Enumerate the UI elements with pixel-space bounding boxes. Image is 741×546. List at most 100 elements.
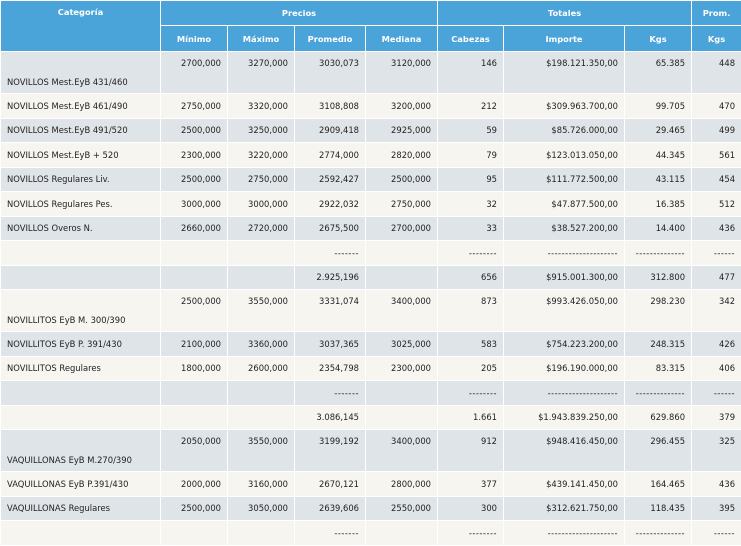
- header-cabezas: Cabezas: [438, 26, 504, 52]
- cell-prom-kgs: 342: [692, 290, 741, 332]
- header-promedio: Promedio: [295, 26, 366, 52]
- cell-minimo: 1800,000: [161, 356, 228, 381]
- cell-prom-kgs: 512: [692, 192, 741, 217]
- cell-prom-kgs: 395: [692, 496, 741, 521]
- cell-cabezas: 377: [438, 472, 504, 497]
- cell-promedio: 3199,192: [295, 430, 366, 472]
- cell-categoria: NOVILLOS Mest.EyB 431/460: [1, 52, 161, 94]
- cell-maximo: [228, 405, 295, 430]
- cell-maximo: 3160,000: [228, 472, 295, 497]
- table-row: ----------------------------------------…: [1, 241, 741, 266]
- cell-kgs: 14.400: [625, 216, 692, 241]
- header-row-groups: Categoría Precios Totales Prom.: [1, 1, 741, 26]
- cell-mediana: 2550,000: [366, 496, 438, 521]
- cell-kgs: 296.455: [625, 430, 692, 472]
- header-categoria: Categoría: [1, 1, 161, 52]
- cell-mediana: 2300,000: [366, 356, 438, 381]
- cell-minimo: 2500,000: [161, 167, 228, 192]
- cell-kgs: 164.465: [625, 472, 692, 497]
- cell-maximo: [228, 265, 295, 290]
- cell-maximo: 3000,000: [228, 192, 295, 217]
- cell-minimo: [161, 405, 228, 430]
- cell-mediana: 3400,000: [366, 290, 438, 332]
- cell-cabezas: 212: [438, 94, 504, 119]
- cell-categoria: [1, 265, 161, 290]
- cell-maximo: 3360,000: [228, 332, 295, 357]
- cell-minimo: [161, 265, 228, 290]
- cell-categoria: NOVILLITOS EyB P. 391/430: [1, 332, 161, 357]
- cell-categoria: VAQUILLONAS Regulares: [1, 496, 161, 521]
- cell-mediana: 2500,000: [366, 167, 438, 192]
- cell-minimo: 2500,000: [161, 496, 228, 521]
- cell-categoria: NOVILLOS Regulares Liv.: [1, 167, 161, 192]
- cell-kgs: 83.315: [625, 356, 692, 381]
- cell-mediana: 2750,000: [366, 192, 438, 217]
- cell-promedio: 2592,427: [295, 167, 366, 192]
- cell-promedio: 3108,808: [295, 94, 366, 119]
- cell-categoria: NOVILLOS Mest.EyB 461/490: [1, 94, 161, 119]
- cell-maximo: 2750,000: [228, 167, 295, 192]
- cell-mediana: 2800,000: [366, 472, 438, 497]
- cell-mediana: [366, 381, 438, 406]
- cell-mediana: 3200,000: [366, 94, 438, 119]
- cell-mediana: 3025,000: [366, 332, 438, 357]
- cell-kgs: 312.800: [625, 265, 692, 290]
- cell-minimo: 2050,000: [161, 430, 228, 472]
- cell-kgs: 29.465: [625, 118, 692, 143]
- cell-promedio: 2639,606: [295, 496, 366, 521]
- cell-promedio: 2.925,196: [295, 265, 366, 290]
- cell-prom-kgs: ------: [692, 241, 741, 266]
- header-precios: Precios: [161, 1, 438, 26]
- cell-cabezas: 1.661: [438, 405, 504, 430]
- cell-minimo: 2700,000: [161, 52, 228, 94]
- cell-promedio: 2774,000: [295, 143, 366, 168]
- cell-mediana: [366, 265, 438, 290]
- cell-minimo: [161, 381, 228, 406]
- cell-mediana: 3120,000: [366, 52, 438, 94]
- table-row: ----------------------------------------…: [1, 381, 741, 406]
- cell-maximo: 3550,000: [228, 290, 295, 332]
- cell-cabezas: 873: [438, 290, 504, 332]
- cell-categoria: NOVILLITOS Regulares: [1, 356, 161, 381]
- cell-minimo: 2100,000: [161, 332, 228, 357]
- cell-prom-kgs: 470: [692, 94, 741, 119]
- cell-promedio: 2354,798: [295, 356, 366, 381]
- cell-cabezas: 205: [438, 356, 504, 381]
- cell-minimo: [161, 241, 228, 266]
- cell-prom-kgs: 477: [692, 265, 741, 290]
- cell-categoria: [1, 405, 161, 430]
- cell-promedio: -------: [295, 241, 366, 266]
- cell-kgs: 99.705: [625, 94, 692, 119]
- cell-importe: $111.772.500,00: [504, 167, 625, 192]
- cell-prom-kgs: 379: [692, 405, 741, 430]
- cell-maximo: 3320,000: [228, 94, 295, 119]
- cell-mediana: 3400,000: [366, 430, 438, 472]
- cell-kgs: 65.385: [625, 52, 692, 94]
- cell-mediana: 2820,000: [366, 143, 438, 168]
- cell-cabezas: 32: [438, 192, 504, 217]
- cell-importe: $38.527.200,00: [504, 216, 625, 241]
- cell-prom-kgs: 426: [692, 332, 741, 357]
- cell-maximo: 3220,000: [228, 143, 295, 168]
- cell-categoria: [1, 381, 161, 406]
- cell-cabezas: 33: [438, 216, 504, 241]
- cell-prom-kgs: 561: [692, 143, 741, 168]
- cell-maximo: 2720,000: [228, 216, 295, 241]
- cell-maximo: 3270,000: [228, 52, 295, 94]
- cell-maximo: [228, 381, 295, 406]
- cell-cabezas: 95: [438, 167, 504, 192]
- cell-kgs: 44.345: [625, 143, 692, 168]
- cell-cabezas: 300: [438, 496, 504, 521]
- cell-promedio: 3.086,145: [295, 405, 366, 430]
- cell-promedio: 2922,032: [295, 192, 366, 217]
- cell-kgs: --------------: [625, 381, 692, 406]
- cell-importe: --------------------: [504, 381, 625, 406]
